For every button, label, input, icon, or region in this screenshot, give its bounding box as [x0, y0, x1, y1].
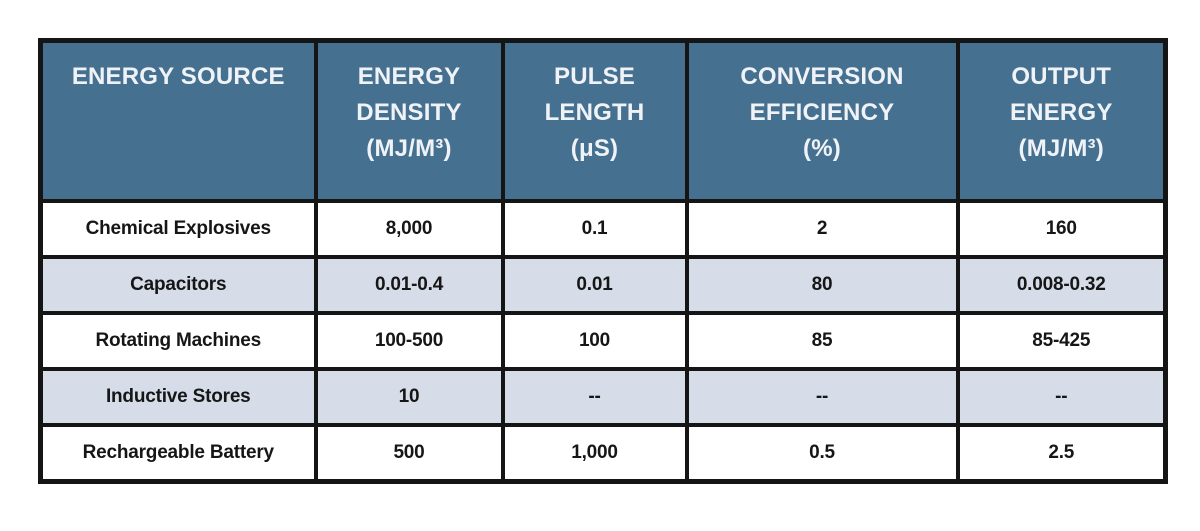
- column-header-conversion-efficiency: CONVERSION EFFICIENCY (%): [684, 38, 960, 203]
- column-header-energy-density: ENERGY DENSITY (MJ/M³): [313, 38, 505, 203]
- cell-energy-density: 8,000: [313, 199, 505, 259]
- energy-sources-table: ENERGY SOURCE ENERGY DENSITY (MJ/M³) PUL…: [38, 38, 1168, 484]
- cell-conversion-efficiency: 85: [684, 311, 960, 371]
- cell-source: Rechargeable Battery: [38, 423, 318, 484]
- column-header-pulse-length: PULSE LENGTH (μS): [500, 38, 689, 203]
- cell-source: Rotating Machines: [38, 311, 318, 371]
- column-header-output-energy: OUTPUT ENERGY (MJ/M³): [955, 38, 1168, 203]
- table-row-capacitors: Capacitors 0.01-0.4 0.01 80 0.008-0.32: [38, 255, 1168, 315]
- cell-pulse-length: 1,000: [500, 423, 689, 484]
- table-row-chemical-explosives: Chemical Explosives 8,000 0.1 2 160: [38, 199, 1168, 259]
- cell-conversion-efficiency: 0.5: [684, 423, 960, 484]
- cell-energy-density: 0.01-0.4: [313, 255, 505, 315]
- cell-pulse-length: --: [500, 367, 689, 427]
- column-header-energy-source: ENERGY SOURCE: [38, 38, 318, 203]
- cell-energy-density: 10: [313, 367, 505, 427]
- table-row-inductive-stores: Inductive Stores 10 -- -- --: [38, 367, 1168, 427]
- cell-pulse-length: 0.1: [500, 199, 689, 259]
- table-row-rechargeable-battery: Rechargeable Battery 500 1,000 0.5 2.5: [38, 423, 1168, 484]
- cell-source: Capacitors: [38, 255, 318, 315]
- cell-output-energy: 85-425: [955, 311, 1168, 371]
- cell-source: Inductive Stores: [38, 367, 318, 427]
- cell-pulse-length: 100: [500, 311, 689, 371]
- table-row-rotating-machines: Rotating Machines 100-500 100 85 85-425: [38, 311, 1168, 371]
- cell-output-energy: 160: [955, 199, 1168, 259]
- cell-pulse-length: 0.01: [500, 255, 689, 315]
- cell-source: Chemical Explosives: [38, 199, 318, 259]
- cell-energy-density: 100-500: [313, 311, 505, 371]
- cell-output-energy: 0.008-0.32: [955, 255, 1168, 315]
- cell-conversion-efficiency: 2: [684, 199, 960, 259]
- cell-output-energy: --: [955, 367, 1168, 427]
- cell-conversion-efficiency: --: [684, 367, 960, 427]
- header-row: ENERGY SOURCE ENERGY DENSITY (MJ/M³) PUL…: [38, 38, 1168, 203]
- cell-output-energy: 2.5: [955, 423, 1168, 484]
- cell-energy-density: 500: [313, 423, 505, 484]
- cell-conversion-efficiency: 80: [684, 255, 960, 315]
